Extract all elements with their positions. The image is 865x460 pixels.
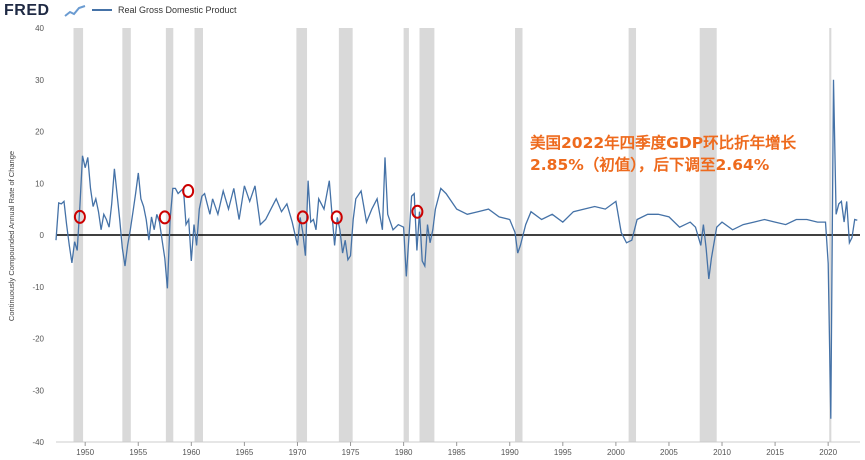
highlight-circle <box>158 210 171 225</box>
x-tick-label: 1965 <box>235 448 253 457</box>
x-tick-label: 2010 <box>713 448 731 457</box>
legend[interactable]: Real Gross Domestic Product <box>92 5 237 15</box>
chart-annotation: 美国2022年四季度GDP环比折年增长 2.85%（初值），后下调至2.64% <box>530 132 850 176</box>
fred-logo[interactable]: FRED <box>4 2 50 19</box>
x-tick-label: 1955 <box>129 448 147 457</box>
x-tick-label: 2000 <box>607 448 625 457</box>
highlight-circle <box>182 184 195 199</box>
y-tick-label: 10 <box>35 179 44 188</box>
y-tick-label: -40 <box>32 438 44 447</box>
y-tick-label: -20 <box>32 335 44 344</box>
highlight-circle <box>73 209 86 224</box>
x-tick-label: 2015 <box>766 448 784 457</box>
x-tick-label: 2005 <box>660 448 678 457</box>
x-tick-label: 1960 <box>182 448 200 457</box>
x-tick-label: 1975 <box>342 448 360 457</box>
x-tick-label: 1995 <box>554 448 572 457</box>
chart-icon <box>64 5 86 17</box>
x-tick-label: 1980 <box>395 448 413 457</box>
y-axis-label: Continuously Compounded Annual Rate of C… <box>7 151 16 321</box>
x-tick-label: 2020 <box>819 448 837 457</box>
highlight-markers <box>73 184 424 225</box>
annotation-line-2: 2.85%（初值），后下调至2.64% <box>530 156 770 174</box>
x-tick-label: 1985 <box>448 448 466 457</box>
y-tick-label: 40 <box>35 24 44 33</box>
y-tick-label: -30 <box>32 386 44 395</box>
y-tick-label: 0 <box>40 231 45 240</box>
gdp-series-line <box>55 79 858 419</box>
legend-swatch <box>92 9 112 11</box>
annotation-line-1: 美国2022年四季度GDP环比折年增长 <box>530 134 797 152</box>
y-tick-label: 20 <box>35 128 44 137</box>
highlight-circle <box>411 204 424 219</box>
chart-header: FRED Real Gross Domestic Product <box>0 0 865 24</box>
highlight-circle <box>330 210 343 225</box>
axes: Continuously Compounded Annual Rate of C… <box>7 24 860 457</box>
x-tick-label: 1970 <box>289 448 307 457</box>
x-tick-label: 1990 <box>501 448 519 457</box>
legend-label: Real Gross Domestic Product <box>118 5 237 15</box>
highlight-circle <box>296 210 309 225</box>
y-tick-label: -10 <box>32 283 44 292</box>
y-tick-label: 30 <box>35 76 44 85</box>
x-tick-label: 1950 <box>76 448 94 457</box>
